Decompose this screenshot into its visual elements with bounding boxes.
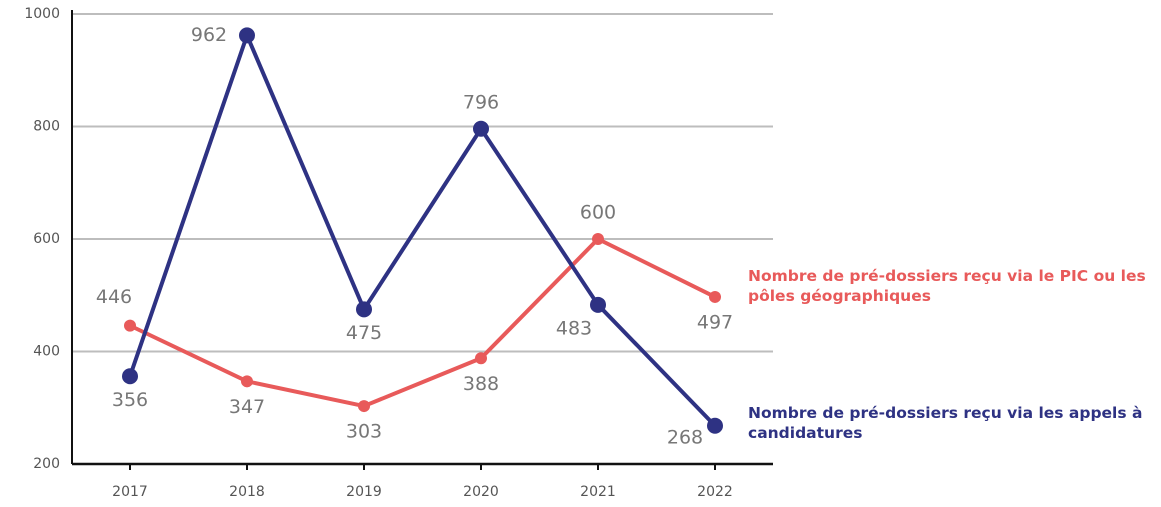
point xyxy=(590,296,606,313)
x-tick-label: 2021 xyxy=(580,484,616,500)
series-line xyxy=(129,237,716,409)
point xyxy=(592,233,604,245)
point xyxy=(358,400,370,413)
series-line xyxy=(128,33,717,428)
point xyxy=(356,301,372,318)
x-tick-label: 2020 xyxy=(463,484,499,500)
point xyxy=(124,319,136,332)
y-tick-label: 1000 xyxy=(24,6,60,22)
data-label: 483 xyxy=(556,317,592,339)
point xyxy=(707,417,723,434)
legend-entry: Nombre de pré-dossiers reçu via le PIC o… xyxy=(748,267,1146,305)
data-label: 388 xyxy=(463,373,499,395)
x-tick-label: 2018 xyxy=(229,484,265,500)
y-tick-label: 600 xyxy=(33,231,60,247)
x-tick-label: 2019 xyxy=(346,484,382,500)
data-label: 446 xyxy=(96,286,132,308)
data-label: 268 xyxy=(667,426,703,448)
point xyxy=(473,120,489,137)
data-label: 497 xyxy=(697,311,733,333)
data-label: 347 xyxy=(229,396,265,418)
point xyxy=(709,290,721,303)
data-label: 356 xyxy=(112,389,148,411)
point xyxy=(122,368,138,385)
data-label: 303 xyxy=(346,421,382,443)
y-tick-label: 200 xyxy=(33,456,60,472)
data-label: 600 xyxy=(580,202,616,224)
x-tick-label: 2022 xyxy=(697,484,733,500)
point xyxy=(241,375,253,388)
x-tick-label: 2017 xyxy=(112,484,148,500)
data-label: 796 xyxy=(463,91,499,113)
data-label: 962 xyxy=(191,24,227,46)
legend-entry: Nombre de pré-dossiers reçu via les appe… xyxy=(748,404,1143,442)
y-tick-label: 800 xyxy=(33,119,60,135)
y-tick-label: 400 xyxy=(33,344,60,360)
data-label: 475 xyxy=(346,322,382,344)
point xyxy=(239,27,255,44)
point xyxy=(475,352,487,365)
